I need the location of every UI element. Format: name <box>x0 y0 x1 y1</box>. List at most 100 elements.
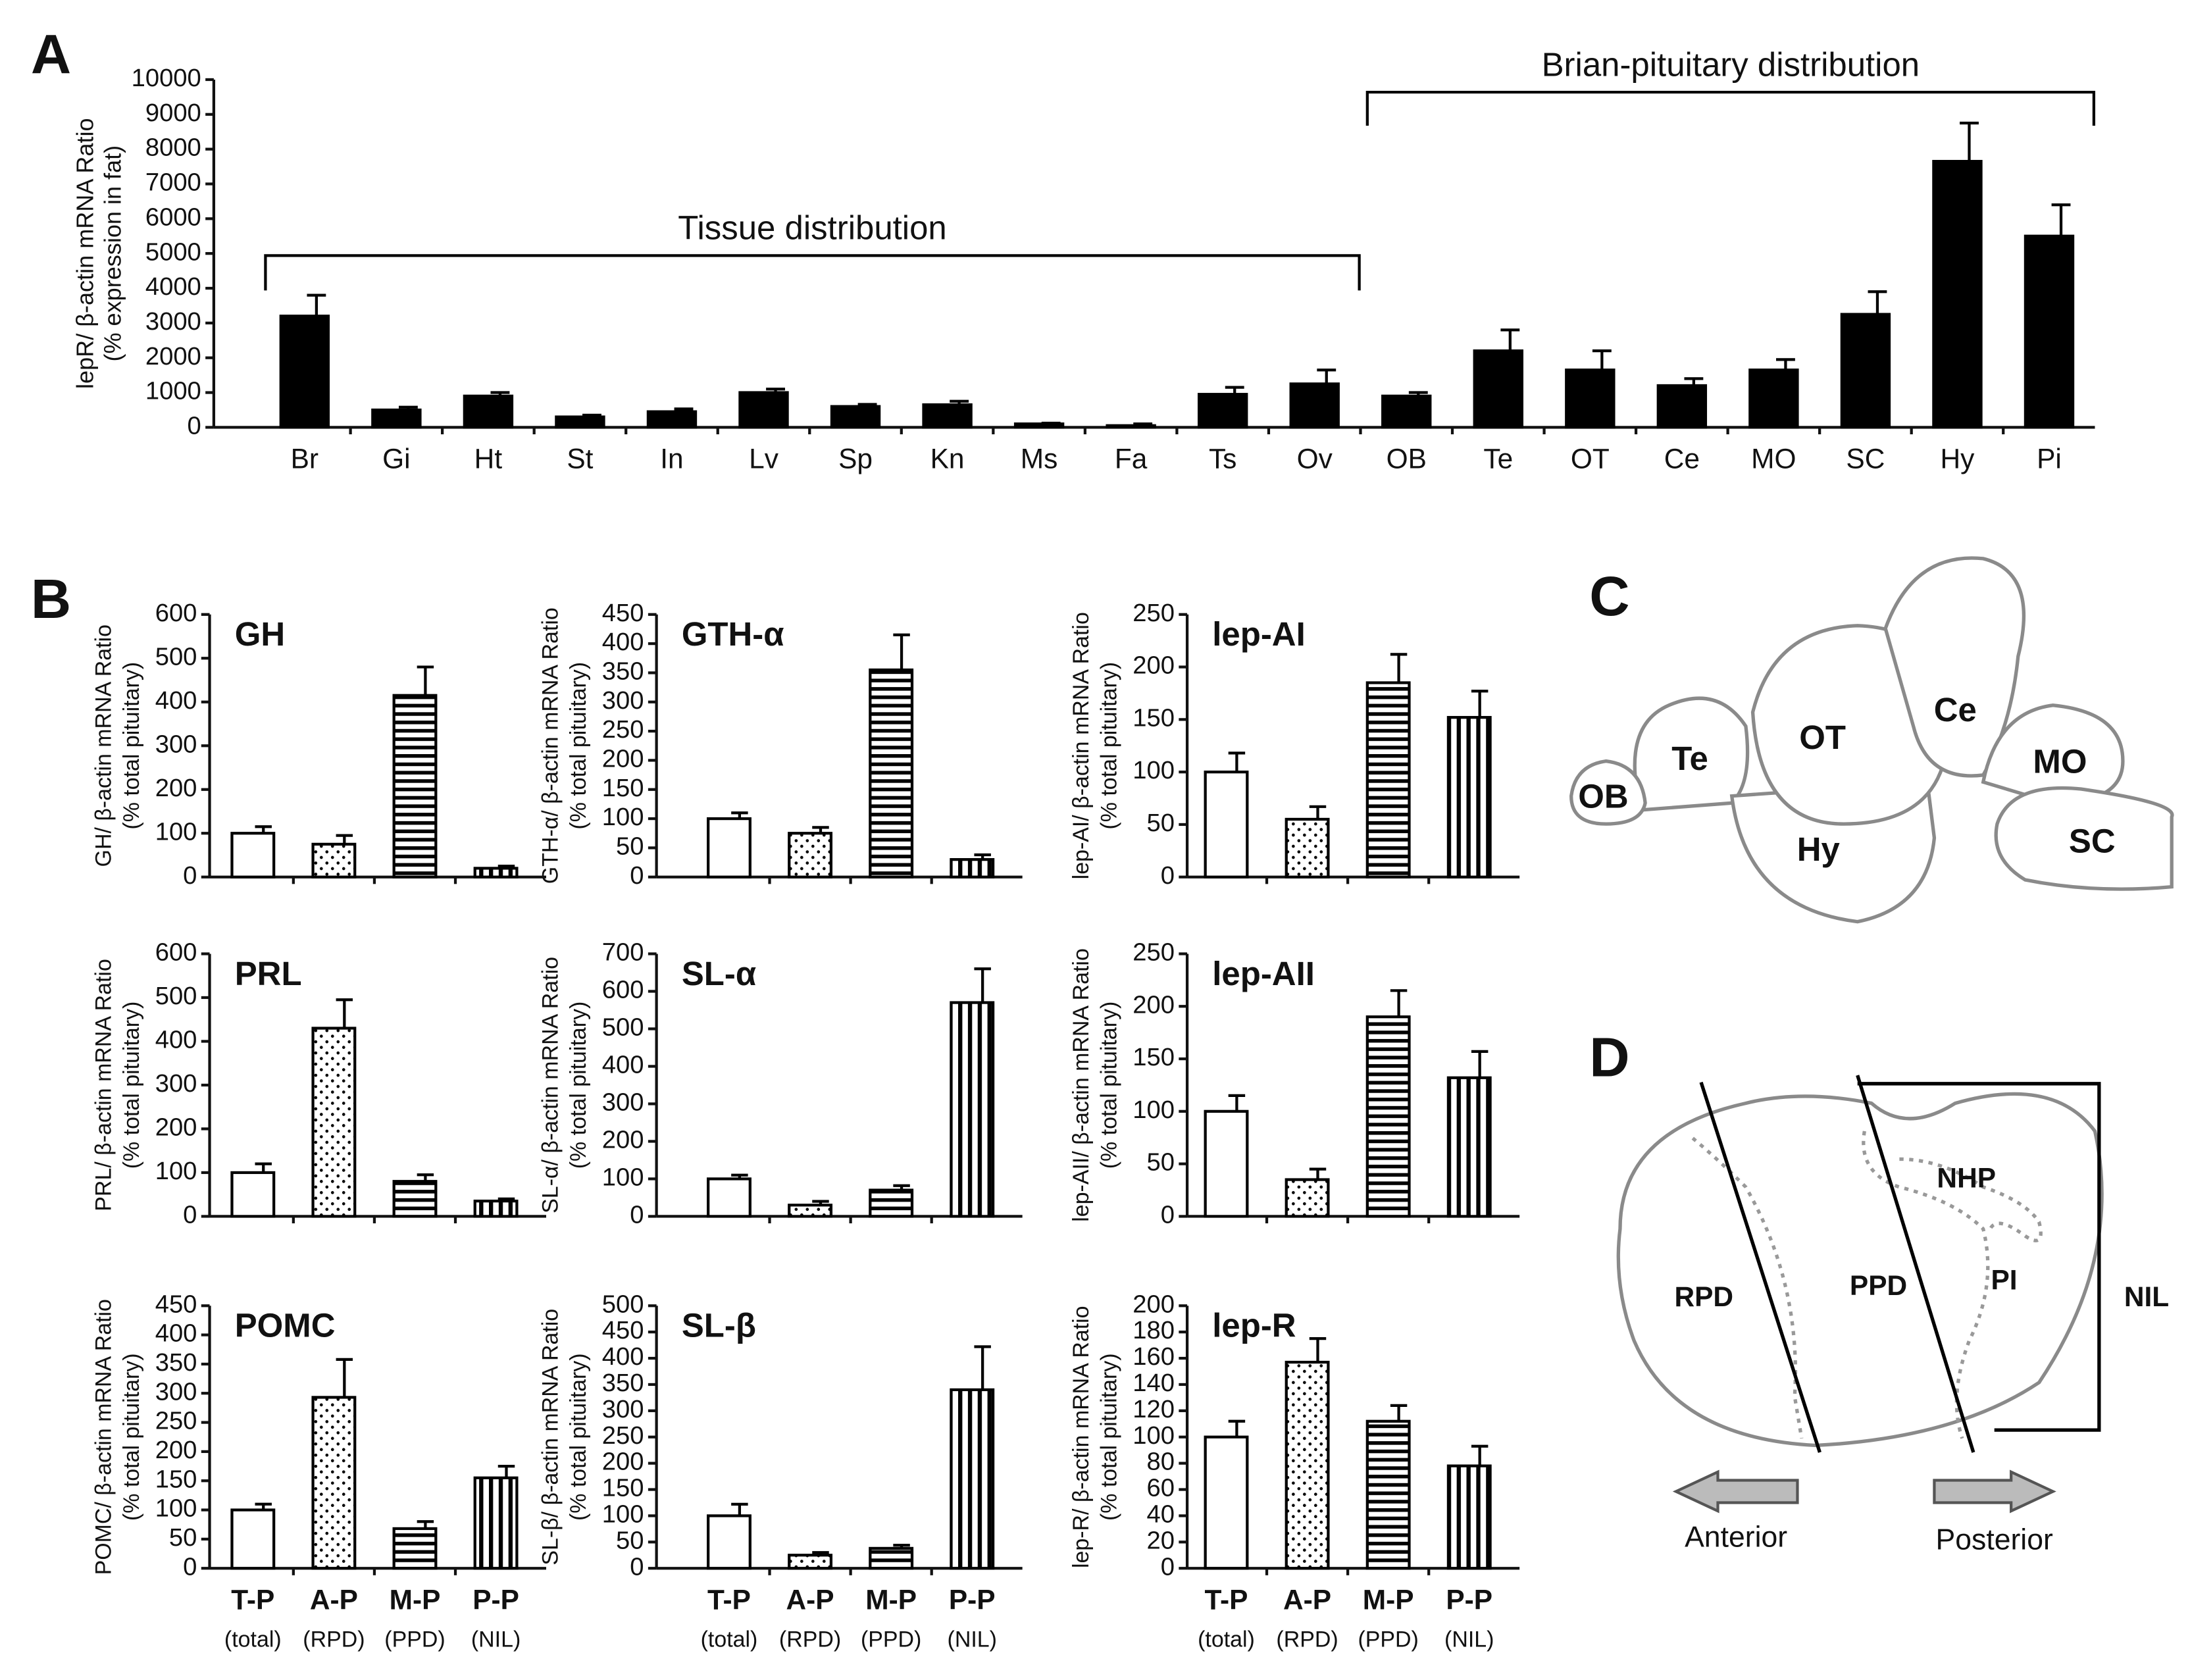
y-tick-label: 150 <box>155 1465 197 1493</box>
y-tick-label: 50 <box>169 1523 197 1552</box>
y-tick-label: 50 <box>616 832 644 861</box>
y-tick-label: 100 <box>1133 756 1175 784</box>
y-tick-label: 20 <box>1146 1526 1174 1554</box>
y-tick-label: 250 <box>602 1421 644 1450</box>
bar <box>311 1396 357 1570</box>
y-tick-label: 450 <box>602 1316 644 1344</box>
bar <box>392 694 438 878</box>
y-tick-label: 500 <box>602 1290 644 1318</box>
y-tick-label: 4000 <box>145 272 201 301</box>
y-tick-label: 9000 <box>145 99 201 127</box>
region-label: MO <box>2033 742 2087 780</box>
y-tick-label: 500 <box>155 982 197 1010</box>
y-tick-label: 600 <box>602 976 644 1004</box>
pituitary-diagram: RPD PPD NHP PI NIL Anterior Posterior <box>1616 1075 2169 1556</box>
arrow-label: Posterior <box>1936 1524 2053 1556</box>
x-tick-label: M-P <box>1363 1584 1414 1615</box>
y-tick-label: 250 <box>602 715 644 744</box>
bar <box>230 1171 276 1218</box>
y-tick-label: 0 <box>630 1201 644 1229</box>
y-tick-label: 500 <box>155 642 197 671</box>
y-axis-label: lep-AII/ β-actin mRNA Ratio <box>1069 948 1094 1222</box>
x-tick-sublabel: (total) <box>224 1627 282 1652</box>
y-tick-label: 250 <box>1133 599 1175 627</box>
y-tick-label: 350 <box>602 1369 644 1397</box>
x-tick-label: M-P <box>865 1584 917 1615</box>
y-tick-label: 600 <box>155 938 197 967</box>
y-axis-label: GH/ β-actin mRNA Ratio <box>91 624 116 867</box>
y-axis-label: (% total pituitary) <box>1096 1353 1121 1521</box>
x-tick-sublabel: (PPD) <box>1358 1627 1418 1652</box>
y-tick-label: 400 <box>155 1319 197 1348</box>
x-tick-label: Lv <box>749 444 779 474</box>
bar <box>1840 313 1891 429</box>
bar <box>707 817 751 878</box>
bar <box>1289 382 1340 429</box>
y-tick-label: 6000 <box>145 203 201 231</box>
y-tick-label: 150 <box>1133 1043 1175 1071</box>
y-tick-label: 0 <box>630 861 644 890</box>
y-tick-label: 150 <box>602 1474 644 1502</box>
panel-label: C <box>1589 565 1629 627</box>
y-tick-label: 200 <box>1133 1290 1175 1318</box>
bar <box>1197 393 1248 429</box>
bracket <box>1365 90 2096 126</box>
chart-title: lep-AI <box>1212 615 1305 653</box>
bar <box>2024 234 2075 429</box>
bar-chart: 0 50 100 150 200 250 lep-AI/ β-actin mRNA Rati… <box>1069 599 1520 890</box>
y-tick-label: 0 <box>1161 1201 1175 1229</box>
bar <box>707 1177 751 1218</box>
y-tick-label: 200 <box>1133 651 1175 680</box>
region-label: OT <box>1799 719 1846 756</box>
y-tick-label: 100 <box>155 1494 197 1523</box>
bar <box>869 668 914 878</box>
y-axis-label: PRL/ β-actin mRNA Ratio <box>91 959 116 1211</box>
bar <box>1365 1419 1411 1570</box>
y-tick-label: 150 <box>602 774 644 802</box>
bar <box>1285 817 1330 878</box>
y-tick-label: 100 <box>1133 1096 1175 1124</box>
x-tick-label: A-P <box>786 1584 834 1615</box>
panel-label: A <box>31 23 71 86</box>
x-tick-label: T-P <box>231 1584 274 1615</box>
region-label: Hy <box>1797 830 1841 868</box>
panel-label: D <box>1589 1025 1629 1088</box>
y-tick-label: 0 <box>188 411 201 440</box>
y-tick-label: 0 <box>183 1552 197 1581</box>
y-tick-label: 450 <box>602 599 644 627</box>
bar <box>1446 1464 1492 1570</box>
x-tick-label: Hy <box>1941 444 1975 474</box>
y-tick-label: 200 <box>602 1448 644 1476</box>
y-tick-label: 150 <box>1133 703 1175 732</box>
y-axis-label: (% expression in fat) <box>99 145 126 362</box>
x-tick-label: MO <box>1751 444 1796 474</box>
y-tick-label: 7000 <box>145 168 201 197</box>
bar <box>392 1527 438 1570</box>
bar <box>950 1388 995 1570</box>
y-tick-label: 5000 <box>145 238 201 266</box>
x-tick-label: P-P <box>1446 1584 1492 1615</box>
y-tick-label: 100 <box>602 803 644 831</box>
y-axis-label: (% total pituitary) <box>119 1002 144 1169</box>
x-tick-sublabel: (PPD) <box>384 1627 445 1652</box>
bar-chart: 0 100 200 300 400 500 600 PRL/ β-actin mRNA Rat… <box>91 938 546 1229</box>
bar <box>1748 369 1799 429</box>
x-tick-sublabel: (total) <box>701 1627 758 1652</box>
bar <box>707 1514 751 1570</box>
x-tick-label: Gi <box>382 444 410 474</box>
x-tick-label: P-P <box>472 1584 519 1615</box>
x-tick-label: Sp <box>838 444 873 474</box>
bar <box>1446 1076 1492 1218</box>
y-tick-label: 1000 <box>145 377 201 405</box>
chart-title: SL-β <box>682 1307 756 1344</box>
x-tick-sublabel: (NIL) <box>948 1627 997 1652</box>
region-label: NHP <box>1937 1162 1996 1193</box>
chart-title: lep-R <box>1212 1307 1296 1344</box>
panel-label: B <box>31 567 71 630</box>
y-tick-label: 140 <box>1133 1369 1175 1397</box>
